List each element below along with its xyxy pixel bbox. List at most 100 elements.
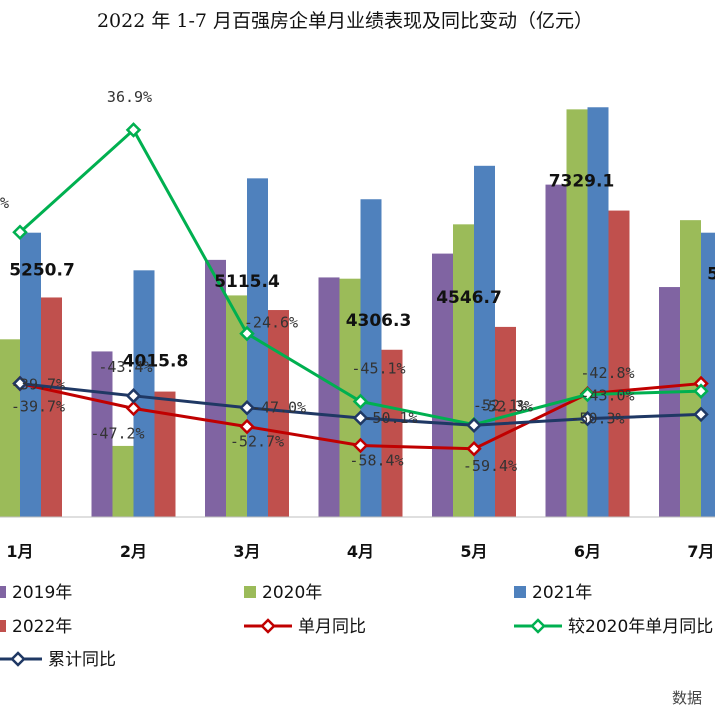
bar-2022年-4月 — [381, 349, 403, 517]
lines-layer — [12, 122, 709, 457]
line-label-累计同比-6月: -50.3% — [570, 410, 624, 428]
line-label-较2020年单月同比-3月: -24.6% — [244, 314, 298, 332]
x-tick-2月: 2月 — [120, 542, 147, 561]
legend-marker — [10, 651, 26, 667]
legend-marker — [260, 618, 276, 634]
line-label-较2020年单月同比-5月: -52.1% — [473, 397, 527, 415]
legend-swatch — [514, 586, 526, 598]
line-label-累计同比-2月: -43.4% — [98, 358, 152, 376]
marker-累计同比-7月 — [693, 406, 709, 423]
bar-2020年-4月 — [339, 278, 361, 517]
x-tick-4月: 4月 — [347, 542, 374, 561]
marker-累计同比-5月 — [466, 417, 482, 434]
bar-2020年-2月 — [112, 445, 134, 517]
line-label-累计同比-5月: -52.3% — [479, 397, 533, 415]
legend-item-较2020年单月同比: 较2020年单月同比 — [514, 617, 713, 637]
marker-累计同比-6月 — [579, 410, 596, 427]
marker-累计同比-1月 — [12, 375, 28, 392]
legend-item-2021年: 2021年 — [514, 583, 592, 603]
legend-swatch — [0, 620, 6, 632]
legend-label: 较2020年单月同比 — [568, 617, 713, 637]
marker-较2020年单月同比-1月 — [12, 224, 28, 241]
marker-累计同比-3月 — [239, 399, 255, 416]
x-tick-1月: 1月 — [6, 542, 33, 561]
legend-item-累计同比: 累计同比 — [0, 650, 116, 670]
marker-单月同比-2月 — [125, 400, 142, 417]
chart-title: 2022 年 1-7 月百强房企单月业绩表现及同比变动（亿元） — [97, 10, 593, 32]
marker-较2020年单月同比-6月 — [579, 386, 596, 403]
line-label-单月同比-6月: -42.8% — [580, 364, 634, 382]
legend-label: 单月同比 — [298, 617, 366, 637]
marker-单月同比-4月 — [352, 437, 369, 454]
legend-swatch — [244, 586, 256, 598]
marker-较2020年单月同比-4月 — [352, 393, 369, 410]
legend-item-单月同比: 单月同比 — [244, 617, 366, 637]
legend-swatch — [0, 586, 6, 598]
bar-2019年-7月 — [659, 287, 680, 517]
bar-2019年-3月 — [205, 259, 226, 517]
legend-item-2020年: 2020年 — [244, 583, 322, 603]
bar-2019年-5月 — [432, 253, 453, 517]
bar-2020年-1月 — [0, 339, 20, 517]
legend-item-2019年: 2019年 — [0, 583, 72, 603]
bar-2022年-1月 — [41, 297, 62, 517]
bar-label-2月: 4015.8 — [123, 352, 189, 372]
marker-累计同比-2月 — [125, 388, 142, 404]
line-label-较2020年单月同比-4月: -45.1% — [351, 359, 405, 377]
bar-label-3月: 5115.4 — [214, 272, 280, 292]
line-label-较2020年单月同比-1月: 0% — [0, 194, 9, 212]
line-label-累计同比-1月: -39.7% — [11, 376, 65, 394]
legend-label: 2021年 — [532, 583, 592, 603]
line-label-较2020年单月同比-6月: -43.0% — [580, 386, 634, 404]
line-label-单月同比-3月: -52.7% — [230, 433, 284, 451]
marker-单月同比-5月 — [466, 441, 482, 457]
bar-2022年-6月 — [608, 210, 630, 517]
x-tick-6月: 6月 — [574, 542, 601, 561]
bar-2020年-6月 — [566, 109, 588, 517]
bar-2021年-4月 — [360, 199, 382, 517]
marker-累计同比-4月 — [352, 410, 369, 426]
bar-2021年-1月 — [20, 232, 41, 517]
bar-label-7月: 52 — [707, 265, 715, 285]
legend-item-2022年: 2022年 — [0, 617, 72, 637]
line-label-单月同比-2月: -47.2% — [90, 424, 144, 442]
line-label-较2020年单月同比-2月: 36.9% — [107, 88, 152, 106]
legend-label: 2022年 — [12, 617, 72, 637]
x-axis-ticks: 1月 2月 3月 4月 5月 6月 7月 — [6, 542, 714, 561]
x-tick-5月: 5月 — [460, 542, 487, 561]
bar-2020年-7月 — [680, 220, 701, 517]
line-label-单月同比-4月: -58.4% — [349, 451, 403, 469]
line-label-累计同比-4月: -50.1% — [363, 409, 417, 427]
line-label-单月同比-5月: -59.4% — [463, 457, 517, 475]
x-tick-7月: 7月 — [687, 542, 714, 561]
line-label-累计同比-3月: -47.0% — [252, 399, 306, 417]
marker-较2020年单月同比-3月 — [239, 325, 255, 342]
bar-label-5月: 4546.7 — [436, 288, 502, 308]
legend-label: 2019年 — [12, 583, 72, 603]
marker-较2020年单月同比-2月 — [125, 122, 142, 138]
legend-label: 2020年 — [262, 583, 322, 603]
legend-label: 累计同比 — [48, 650, 116, 670]
bars-layer — [0, 107, 715, 518]
marker-较2020年单月同比-7月 — [693, 383, 709, 399]
bar-2022年-2月 — [154, 391, 176, 517]
bar-2021年-3月 — [247, 178, 268, 518]
bar-2021年-7月 — [701, 232, 715, 517]
labels-layer: 5250.7 4015.8 5115.4 4306.3 4546.7 7329.1 52 -3… — [0, 88, 715, 475]
source-note: 数据 — [672, 689, 702, 707]
bar-2021年-5月 — [474, 165, 495, 518]
x-tick-3月: 3月 — [233, 542, 260, 561]
bar-2021年-2月 — [133, 270, 155, 517]
bar-2019年-6月 — [545, 184, 567, 517]
bar-label-1月: 5250.7 — [9, 260, 75, 280]
bar-2020年-5月 — [453, 224, 474, 518]
legend-marker — [530, 618, 546, 634]
bar-2019年-4月 — [318, 277, 340, 517]
bar-2022年-3月 — [268, 310, 289, 517]
marker-单月同比-3月 — [239, 418, 255, 435]
line-label-单月同比-1月: -39.7% — [11, 398, 65, 416]
bar-label-4月: 4306.3 — [346, 311, 412, 331]
bar-2021年-6月 — [587, 107, 609, 518]
